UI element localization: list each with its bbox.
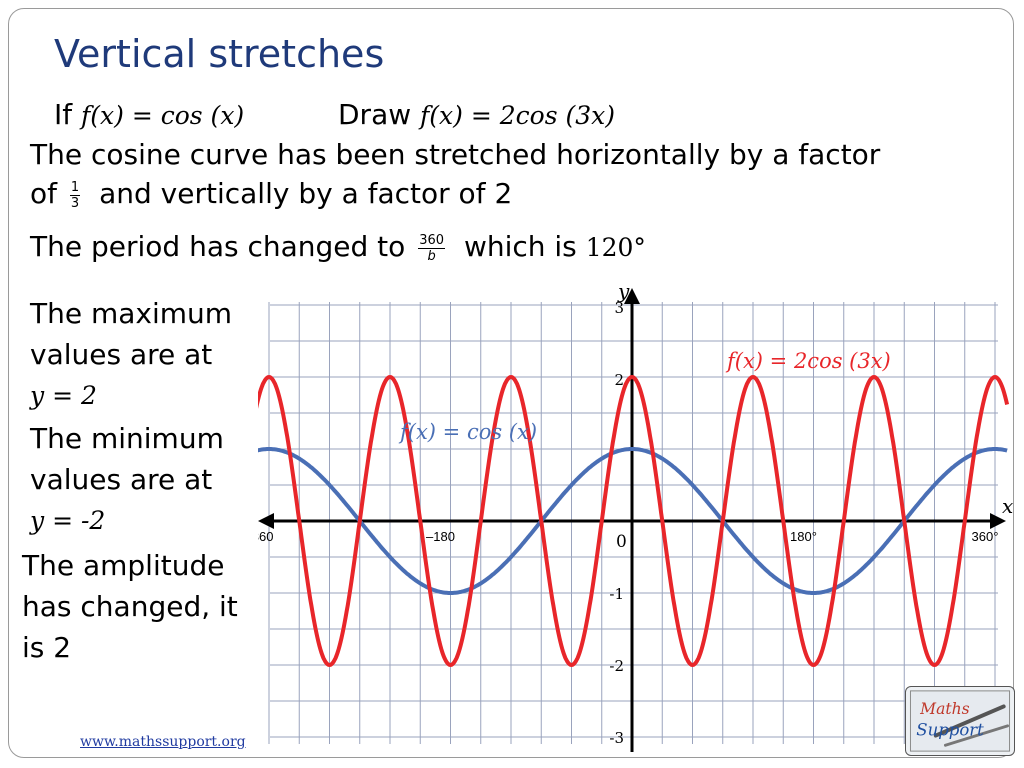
amplitude-note-line-1: The amplitude [22, 549, 225, 582]
period-middle: which is [463, 230, 577, 263]
trig-graph: x y –360 –180 0 180° 360° 3 2 -1 -2 -3 f(x) = cos (x… [258, 282, 1013, 752]
draw-line: Draw f(x) = 2cos (3x) [338, 98, 615, 131]
x-axis-label: x [1002, 494, 1013, 518]
x-axis-arrow-left [258, 513, 274, 529]
x-tick-label: 180° [790, 529, 817, 544]
maximum-note-line-1: The maximum [30, 297, 233, 330]
period-value: 120° [585, 233, 646, 262]
if-prefix: If [54, 98, 73, 131]
svg-text:Maths: Maths [919, 700, 969, 718]
x-tick-label: –180 [426, 529, 455, 544]
stretch-line-2: of 1 3 and vertically by a factor of 2 [30, 177, 512, 211]
period-fraction-denominator: b [427, 248, 436, 264]
y-tick-label: 3 [614, 299, 624, 317]
y-tick-label: -1 [609, 585, 624, 603]
maximum-note: The maximum values are at y = 2 [30, 293, 232, 416]
svg-text:Support: Support [916, 721, 984, 740]
amplitude-note-line-3: is 2 [22, 631, 72, 664]
y-axis-arrow-up [624, 288, 640, 304]
cos-curve [258, 447, 1008, 595]
minimum-note: The minimum values are at y = -2 [30, 418, 224, 541]
cos-curve-label: f(x) = cos (x) [398, 420, 537, 444]
y-axis-label: y [617, 282, 630, 303]
if-formula: f(x) = cos (x) [81, 101, 245, 130]
x-tick-label: –360 [258, 529, 273, 544]
x-axis-arrow-right [990, 513, 1006, 529]
period-start: The period has changed to [30, 230, 406, 263]
fraction-numerator: 1 [69, 179, 81, 196]
stretched-curve-label: f(x) = 2cos (3x) [725, 349, 891, 373]
x-tick-label: 360° [972, 529, 999, 544]
draw-prefix: Draw [338, 98, 412, 131]
amplitude-note-line-2: has changed, it [22, 590, 238, 623]
stretch-end: and vertically by a factor of 2 [99, 177, 513, 210]
maths-support-logo: Maths Support [905, 686, 1015, 756]
period-fraction-numerator: 360 [418, 232, 446, 249]
minimum-note-value: y = -2 [30, 506, 106, 535]
stretch-line-1: The cosine curve has been stretched hori… [30, 138, 881, 171]
slide-title: Vertical stretches [54, 32, 385, 76]
stretch-of: of [30, 177, 57, 210]
if-line: If f(x) = cos (x) [54, 98, 244, 131]
maximum-note-value: y = 2 [30, 381, 97, 410]
period-line: The period has changed to 360 b which is… [30, 230, 646, 264]
x-tick-label: 0 [616, 532, 627, 552]
period-fraction: 360 b [418, 232, 446, 264]
y-tick-label: -3 [609, 729, 624, 747]
y-tick-label: -2 [609, 657, 624, 675]
draw-formula: f(x) = 2cos (3x) [420, 101, 615, 130]
fraction-denominator: 3 [70, 195, 80, 211]
stretched-cos-curve [258, 374, 1010, 668]
amplitude-note: The amplitude has changed, it is 2 [22, 545, 238, 668]
minimum-note-line-2: values are at [30, 463, 213, 496]
footer-link[interactable]: www.mathssupport.org [80, 734, 246, 750]
y-tick-label: 2 [614, 371, 624, 389]
minimum-note-line-1: The minimum [30, 422, 224, 455]
one-third-fraction: 1 3 [69, 179, 81, 211]
maximum-note-line-2: values are at [30, 338, 213, 371]
slide-frame [8, 8, 1014, 758]
